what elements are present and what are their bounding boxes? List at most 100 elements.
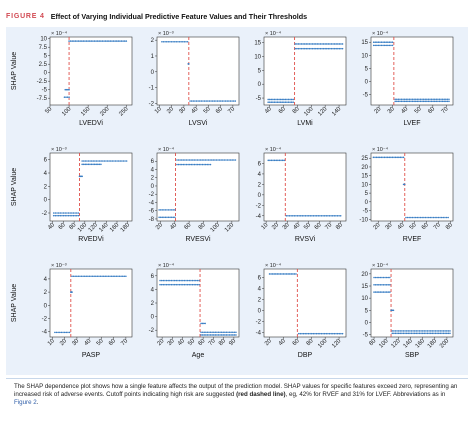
data-point [117,40,120,42]
data-point [59,214,62,217]
data-point [96,275,99,278]
y-tick-label: 0 [151,184,155,190]
data-point [209,331,212,334]
data-point [167,209,170,211]
data-point [170,40,173,43]
data-point [170,283,173,286]
data-point [316,43,319,45]
data-point [272,98,274,101]
figure-header: FIGURE 4 Effect of Varying Individual Pr… [6,5,468,27]
data-point [383,41,386,44]
data-point [56,214,58,217]
y-tick-label: -1 [149,86,155,92]
data-point [445,98,447,101]
x-tick-label: 10 [154,106,163,115]
data-point [400,98,403,101]
data-point [385,276,388,279]
caption-end: . [36,399,39,406]
data-point [220,159,223,161]
data-point [302,43,304,45]
data-point [68,331,71,334]
data-point [380,156,383,159]
data-point [80,40,83,42]
data-point [397,332,400,335]
data-point [228,334,231,336]
caption-figure-link[interactable]: Figure 2 [14,399,37,406]
y-tick-label: 10 [361,182,368,188]
data-point [63,331,66,334]
data-point [304,214,307,217]
data-point [192,163,194,166]
y-tick-label: 10 [361,53,368,59]
data-point [173,40,176,43]
data-point [315,214,318,217]
data-point [167,40,170,43]
data-point [68,96,70,98]
data-point [113,160,115,162]
data-point [216,100,219,102]
data-point [384,291,386,293]
data-point [389,276,391,279]
data-point [333,43,336,45]
data-point [419,98,422,101]
y-tick-label: -4 [256,331,262,337]
y-tick-label: 0 [44,198,48,204]
data-point [185,283,187,286]
data-point [429,332,432,335]
data-point [116,160,118,162]
data-point [112,275,115,278]
data-point [322,43,325,45]
data-point [165,283,168,286]
data-point [382,41,384,44]
x-tick-label: 60 [198,338,207,347]
data-point [87,163,90,166]
x-axis-label: RVSVi [295,236,316,243]
data-point [203,334,206,336]
data-point [383,44,386,47]
y-tick-label: 4 [151,167,155,173]
data-point [268,273,271,275]
data-point [206,163,209,166]
data-point [77,40,80,42]
data-point [413,216,415,219]
data-point [445,100,447,103]
data-point [377,291,380,293]
data-point [426,216,428,219]
data-point [374,156,376,159]
y-tick-label: 2 [151,38,155,44]
data-point [93,163,96,166]
data-point [195,163,197,166]
data-point [372,156,375,159]
data-point [121,160,123,162]
data-point [310,47,312,50]
data-point [54,212,57,214]
y-tick-label: 10 [40,37,47,43]
data-point [186,279,189,282]
data-point [422,100,425,103]
data-point [196,283,199,286]
data-point [379,283,382,286]
data-point [299,43,301,45]
data-point [323,214,326,217]
data-point [233,159,235,161]
y-tick-label: 20 [361,165,368,171]
data-point [209,163,212,166]
data-point [63,96,66,98]
data-point [300,43,303,45]
data-point [333,47,336,50]
data-point [200,322,202,325]
y-tick-label: 4 [44,171,48,177]
data-point [75,275,78,278]
data-point [312,214,315,217]
figure-title: Effect of Varying Individual Predictive … [50,11,308,21]
data-point [305,47,308,50]
data-point [446,100,449,103]
data-point [229,100,232,102]
data-point [413,98,415,101]
x-tick-label: 70 [120,338,129,347]
data-point [394,100,397,103]
data-point [421,332,424,335]
data-point [307,332,310,335]
data-point [62,212,65,214]
